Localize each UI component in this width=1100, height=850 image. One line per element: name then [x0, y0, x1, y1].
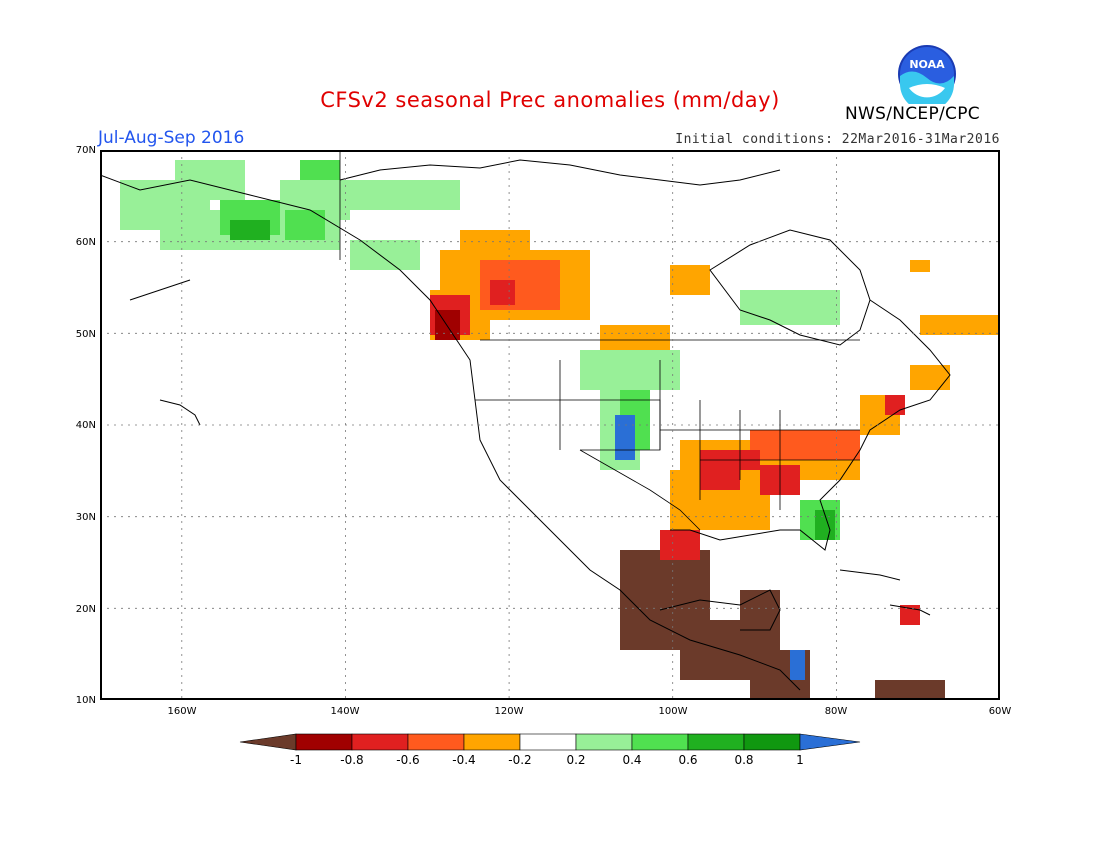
precipitation-anomaly-map [100, 150, 1000, 700]
colorbar-low-arrow [239, 733, 297, 751]
colorbar-label: 0.6 [678, 753, 697, 767]
coastlines [100, 159, 951, 691]
lon-label: 60W [989, 706, 1012, 717]
lon-label: 160W [168, 706, 197, 717]
lon-label: 100W [659, 706, 688, 717]
colorbar-label: -0.2 [508, 753, 531, 767]
colorbar-label: -1 [290, 753, 302, 767]
colorbar-label: 1 [796, 753, 804, 767]
lat-label: 10N [76, 695, 96, 706]
colorbar-label: 0.2 [566, 753, 585, 767]
lat-label: 60N [76, 237, 96, 248]
noaa-logo: NOAA [898, 45, 956, 104]
initial-conditions-label: Initial conditions: 22Mar2016-31Mar2016 [675, 132, 1000, 147]
anomaly-shading [120, 160, 1000, 700]
colorbar-label: 0.8 [734, 753, 753, 767]
lat-label: 40N [76, 420, 96, 431]
colorbar-label: -0.8 [340, 753, 363, 767]
lon-label: 140W [331, 706, 360, 717]
svg-text:NOAA: NOAA [909, 58, 945, 71]
lon-label: 80W [825, 706, 848, 717]
agency-label: NWS/NCEP/CPC [845, 104, 980, 124]
lon-label: 120W [495, 706, 524, 717]
colorbar-label: -0.4 [452, 753, 475, 767]
graticule [100, 150, 1000, 700]
lat-label: 70N [76, 145, 96, 156]
map-title: CFSv2 seasonal Prec anomalies (mm/day) [320, 88, 780, 112]
lat-label: 20N [76, 604, 96, 615]
lat-label: 30N [76, 512, 96, 523]
colorbar-label: 0.4 [622, 753, 641, 767]
lat-label: 50N [76, 329, 96, 340]
colorbar-label: -0.6 [396, 753, 419, 767]
colorbar-high-arrow [799, 733, 861, 751]
season-label: Jul-Aug-Sep 2016 [98, 128, 245, 148]
borders [339, 150, 860, 531]
